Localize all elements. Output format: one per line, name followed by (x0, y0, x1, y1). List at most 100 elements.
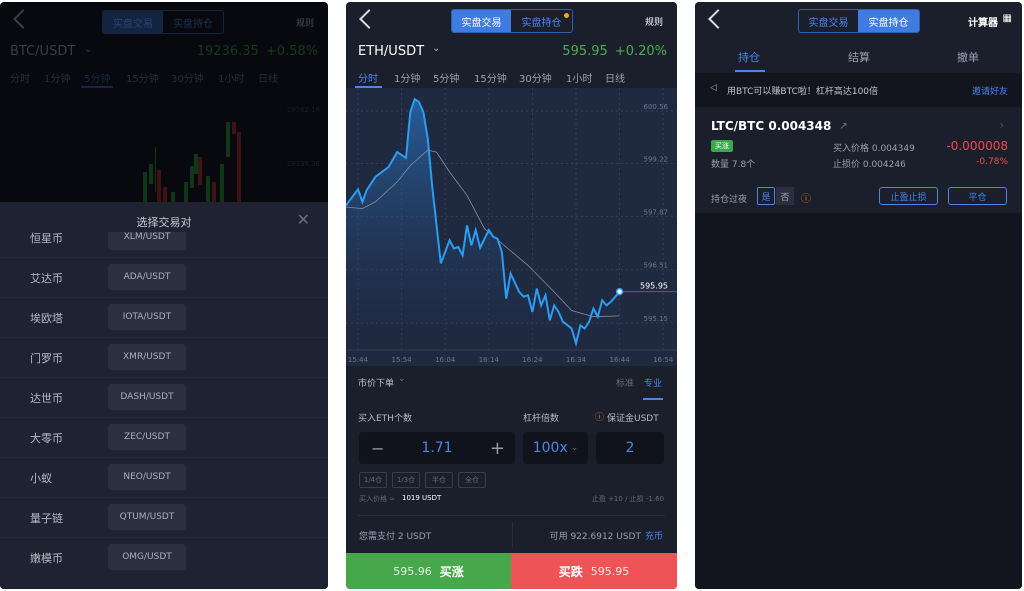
x-tick-label: 16:34 (566, 356, 587, 364)
buy-up-button[interactable]: 595.96 买涨 (346, 553, 511, 589)
position-quarter-button[interactable]: 1/4仓 (359, 472, 387, 488)
last-price-dot (615, 287, 624, 296)
pair-button[interactable]: QTUM/USDT (108, 504, 186, 530)
qty-input[interactable]: 1.71 (421, 440, 453, 456)
plus-icon[interactable]: + (489, 437, 505, 459)
recharge-link[interactable]: 充币 (644, 532, 663, 542)
price: 19236.35 (196, 44, 259, 59)
pair-button[interactable]: XLM/USDT (108, 232, 186, 250)
pair-button[interactable]: ADA/USDT (108, 264, 186, 290)
tab-live-trade[interactable]: 实盘交易 (103, 11, 163, 33)
position-third-button[interactable]: 1/3仓 (392, 472, 420, 488)
coin-name: 量子链 (30, 512, 63, 525)
overnight-no-toggle[interactable]: 否 (776, 187, 794, 205)
interval-tab[interactable]: 30分钟 (519, 74, 552, 85)
list-item[interactable]: 埃欧塔 IOTA/USDT (0, 298, 328, 338)
chevron-down-icon[interactable]: ⌄ (432, 43, 441, 54)
interval-tab[interactable]: 分时 (10, 74, 30, 85)
close-position-button[interactable]: 平仓 (948, 187, 1007, 205)
interval-tab[interactable]: 1分钟 (44, 74, 71, 85)
pair-title[interactable]: BTC/USDT (10, 44, 76, 59)
list-item[interactable]: 大零币 ZEC/USDT (0, 418, 328, 458)
position-full-button[interactable]: 全仓 (458, 472, 486, 488)
tab-live-trade[interactable]: 实盘交易 (808, 17, 849, 29)
minus-icon[interactable]: − (371, 438, 385, 458)
calculator-icon[interactable]: ▦ (1002, 13, 1012, 24)
close-icon[interactable]: ✕ (296, 210, 310, 229)
pair-button[interactable]: DASH/USDT (108, 384, 186, 410)
back-icon[interactable] (708, 9, 728, 29)
info-icon[interactable]: ⓘ (595, 413, 605, 423)
price-line-chart[interactable]: 15:44 15:54 16:04 16:14 16:24 16:34 16:44 16:54… (346, 88, 677, 366)
margin-label: 保证金USDT (607, 414, 659, 424)
buy-down-button[interactable]: 买跌 595.95 (511, 553, 677, 589)
coin-name: 恒星币 (30, 232, 63, 245)
position-card[interactable]: LTC/BTC 0.004348 ↗ › 买涨 数量 7.8个 买入价格 0.0… (695, 107, 1022, 213)
buy-price: 买入价格 0.004349 (833, 144, 915, 154)
tab-settlement[interactable]: 结算 (848, 51, 870, 64)
tab-live-position[interactable]: 实盘持仓 (511, 10, 572, 32)
calculator-link[interactable]: 计算器 (968, 18, 998, 29)
back-icon[interactable] (359, 9, 379, 29)
rules-link[interactable]: 规则 (295, 19, 314, 29)
notification-dot (564, 13, 569, 18)
help-icon[interactable]: ⓘ (801, 194, 811, 205)
tp-sl-button[interactable]: 止盈止损 (879, 187, 938, 205)
interval-tab-active[interactable]: 5分钟 (84, 74, 111, 85)
chart-icon[interactable]: ↗ (839, 120, 848, 132)
interval-tab[interactable]: 30分钟 (171, 74, 204, 85)
list-item[interactable]: 恒星币 XLM/USDT (0, 232, 328, 258)
pair-button[interactable]: IOTA/USDT (108, 304, 186, 330)
tab-live-trade[interactable]: 实盘交易 (452, 10, 512, 32)
list-item[interactable]: 量子链 QTUM/USDT (0, 498, 328, 538)
interval-tab[interactable]: 1分钟 (394, 74, 421, 85)
overnight-yes-toggle[interactable]: 是 (757, 187, 775, 205)
interval-tab[interactable]: 15分钟 (474, 74, 507, 85)
margin-input[interactable]: 2 (596, 432, 664, 464)
divider (358, 515, 665, 516)
price-row: 19236.35 +0.58% (197, 44, 318, 59)
pair-button[interactable]: ZEC/USDT (108, 424, 186, 450)
leverage-select[interactable]: 100x ⌄ (523, 432, 588, 464)
list-item[interactable]: 嫩模币 OMG/USDT (0, 538, 328, 578)
y-tick-label: 596.51 (644, 262, 669, 270)
interval-tab[interactable]: 15分钟 (126, 74, 159, 85)
price-change: +0.20% (614, 44, 667, 59)
pair-button[interactable]: NEO/USDT (108, 464, 186, 490)
tab-holdings[interactable]: 持仓 (738, 51, 760, 64)
pair-button[interactable]: OMG/USDT (108, 544, 186, 570)
pair-title[interactable]: ETH/USDT (358, 44, 425, 59)
mode-standard[interactable]: 标准 (616, 379, 635, 389)
invite-friends-link[interactable]: 邀请好友 (971, 87, 1008, 97)
interval-tab[interactable]: 日线 (605, 74, 625, 85)
tab-live-position[interactable]: 实盘持仓 (173, 18, 213, 30)
interval-tab-active[interactable]: 分时 (358, 74, 378, 85)
rules-link[interactable]: 规则 (644, 18, 663, 28)
mode-pro[interactable]: 专业 (644, 379, 663, 389)
x-tick-label: 16:44 (610, 356, 631, 364)
x-tick-label: 16:14 (479, 356, 500, 364)
interval-tab[interactable]: 1小时 (218, 74, 245, 85)
tab-cancel[interactable]: 撤单 (957, 51, 979, 64)
pair-button[interactable]: XMR/USDT (108, 344, 186, 370)
interval-tab[interactable]: 1小时 (566, 74, 593, 85)
chevron-down-icon[interactable]: ⌄ (84, 44, 93, 55)
list-item[interactable]: 艾达币 ADA/USDT (0, 258, 328, 298)
tab-live-position[interactable]: 实盘持仓 (858, 10, 919, 32)
qty-stepper[interactable]: − 1.71 + (359, 432, 515, 464)
modal-title: 选择交易对 (136, 216, 192, 229)
order-type-select[interactable]: 市价下单 (358, 379, 395, 389)
pair-list[interactable]: 恒星币 XLM/USDT 艾达币 ADA/USDT 埃欧塔 IOTA/USDT 门罗币… (0, 232, 328, 589)
list-item[interactable]: 小蚁 NEO/USDT (0, 458, 328, 498)
coin-name: 嫩模币 (30, 552, 63, 565)
position-half-button[interactable]: 半仓 (425, 472, 453, 488)
list-item[interactable]: 达世币 DASH/USDT (0, 378, 328, 418)
positions-screen: 实盘交易 实盘持仓 计算器 ▦ 持仓 结算 撤单 ◁ 用BTC可以赚BTC啦！杠… (695, 2, 1022, 589)
chevron-right-icon[interactable]: › (999, 118, 1004, 132)
list-item[interactable]: 门罗币 XMR/USDT (0, 338, 328, 378)
back-icon[interactable] (13, 9, 33, 29)
buy-down-price: 595.95 (590, 564, 630, 578)
interval-tab[interactable]: 5分钟 (433, 74, 460, 85)
interval-tab[interactable]: 日线 (258, 74, 278, 85)
active-tab-underline (81, 86, 113, 88)
